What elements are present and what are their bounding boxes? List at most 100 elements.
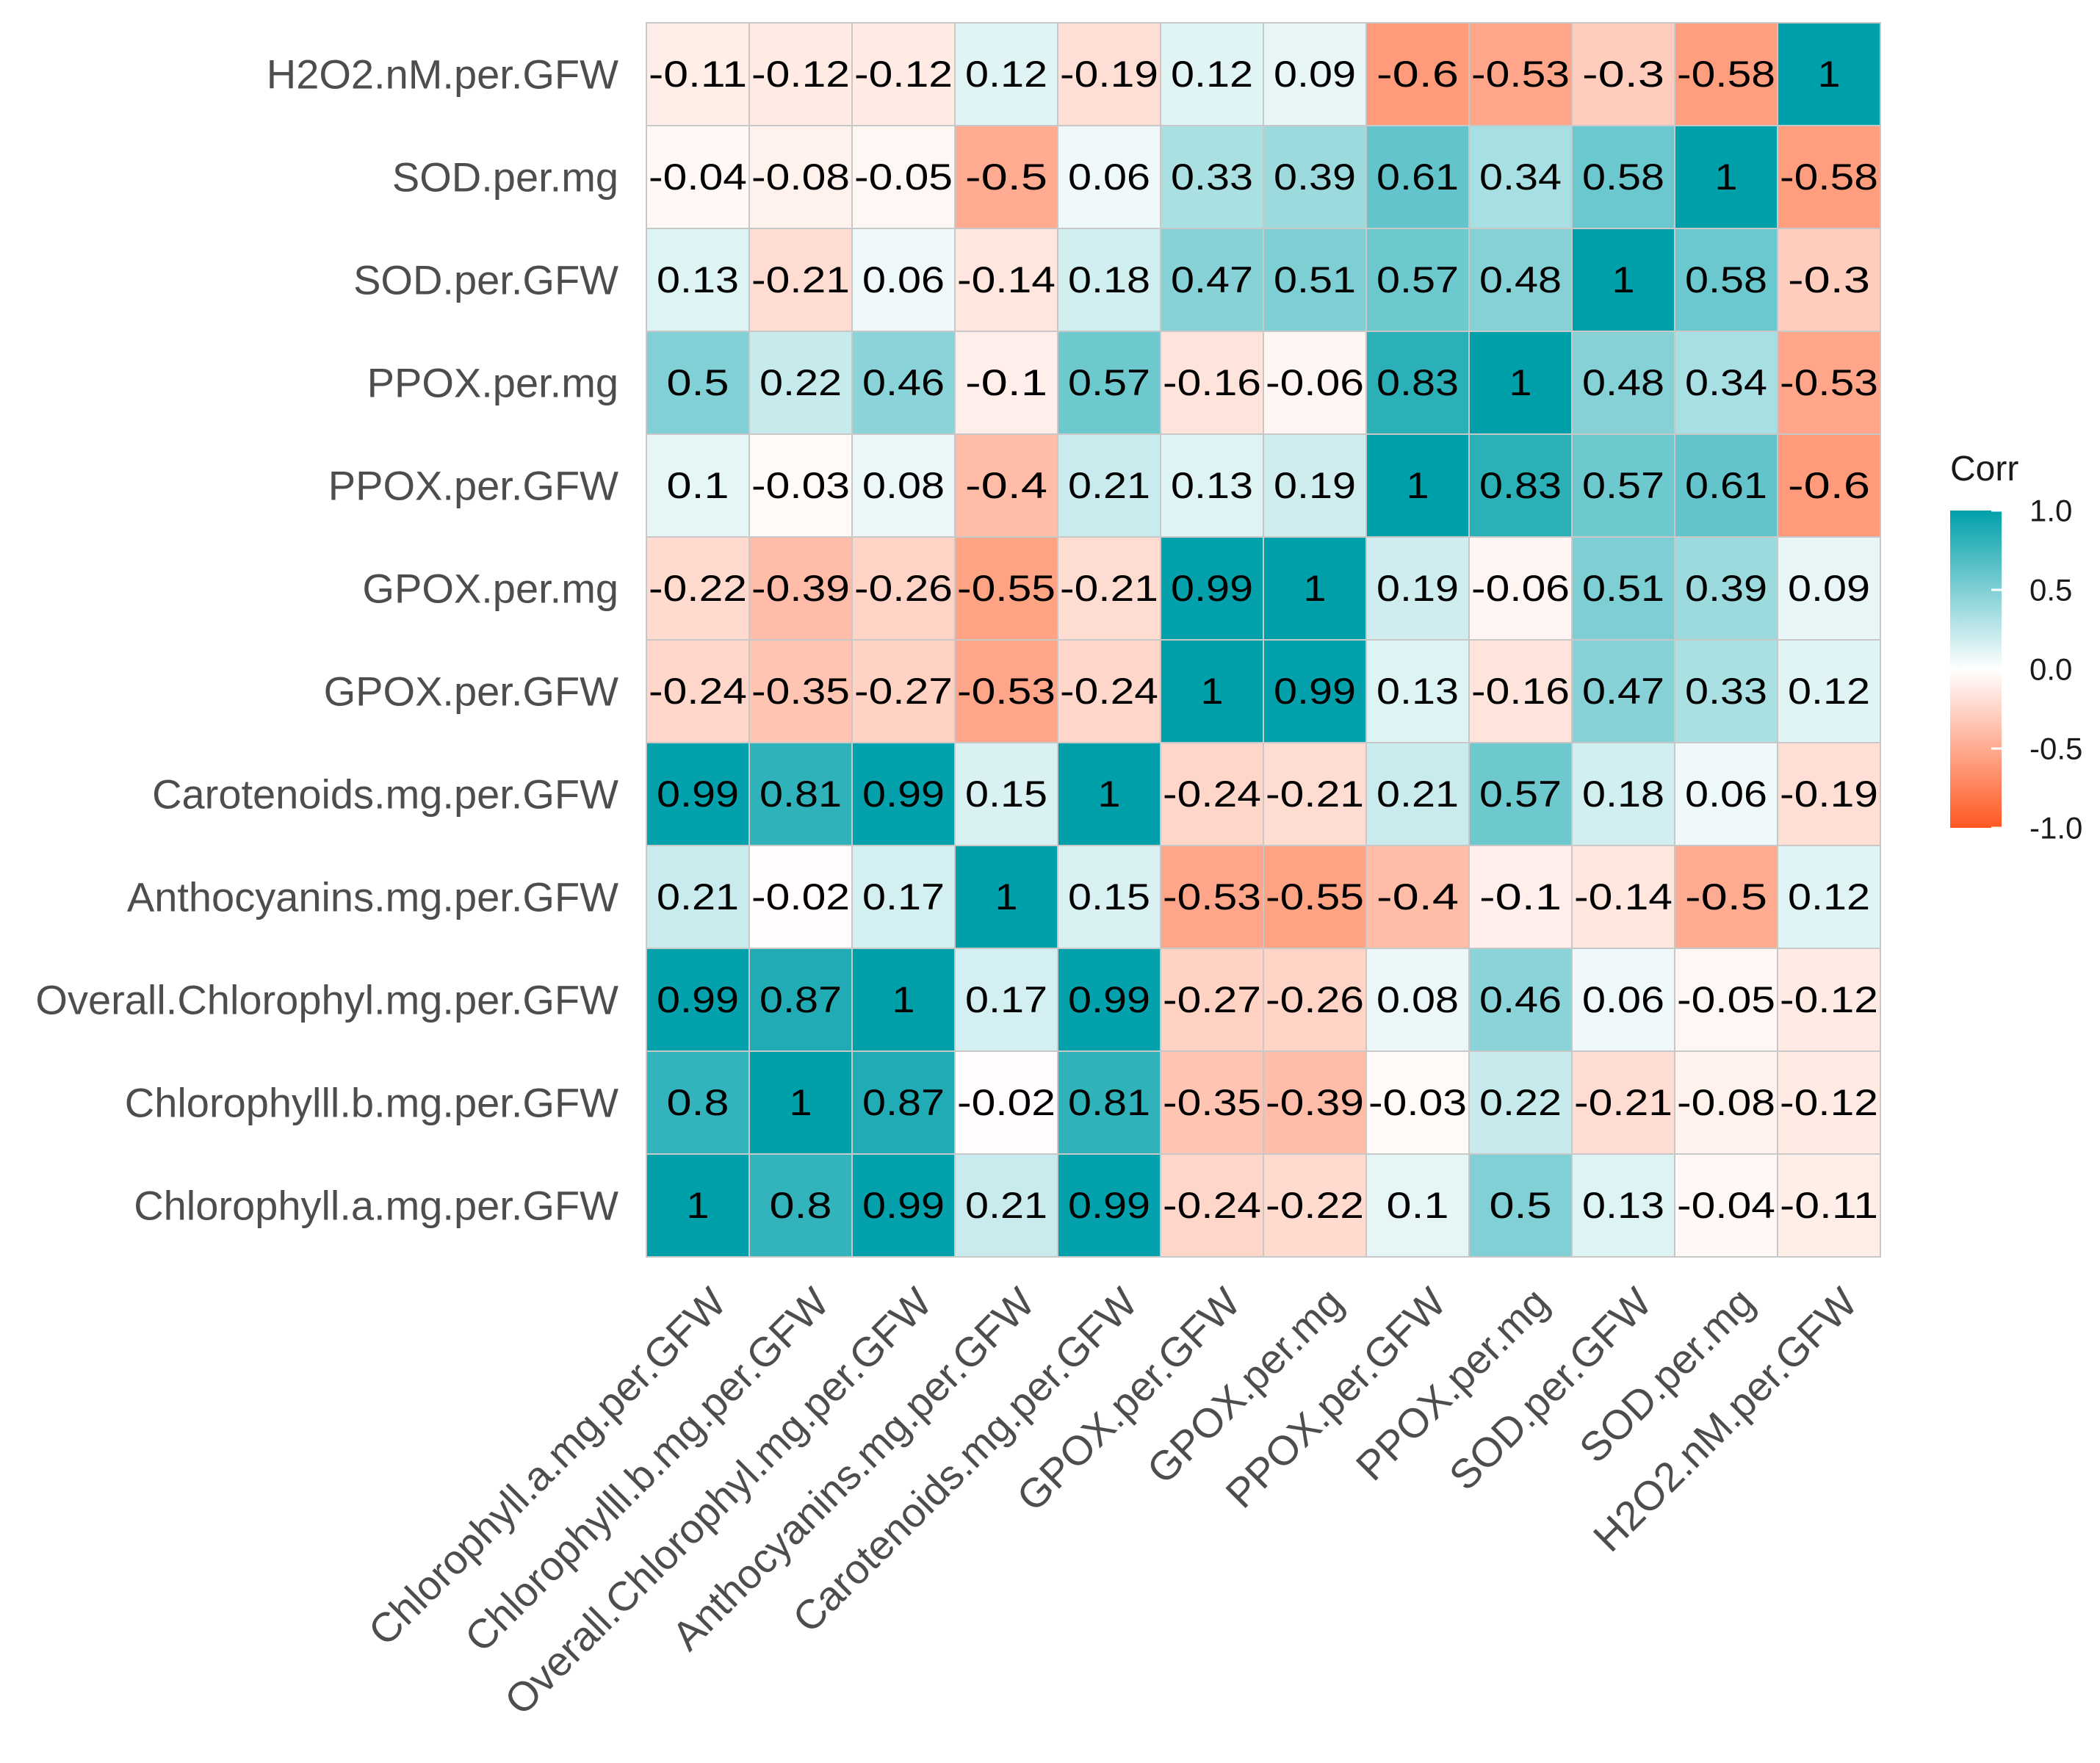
cell-value-label: 0.99: [1068, 979, 1150, 1020]
cell-value-label: 0.13: [1171, 465, 1253, 506]
cell-value-label: -0.12: [1780, 1082, 1878, 1123]
cell-value-label: -0.19: [1060, 54, 1158, 95]
heatmap-cell: [954, 125, 1058, 229]
cell-value-label: 0.48: [1582, 362, 1664, 403]
heatmap-cell: [1468, 1050, 1573, 1155]
heatmap-cell: [851, 22, 956, 126]
cell-value-label: 0.12: [965, 54, 1047, 95]
cell-value-label: -0.5: [1685, 876, 1767, 917]
heatmap-cell: [1571, 1153, 1675, 1258]
cell-value-label: 0.15: [1068, 876, 1150, 917]
cell-value-label: 0.83: [1479, 465, 1562, 506]
cell-value-label: 0.17: [965, 979, 1047, 1020]
heatmap-cell: [851, 228, 956, 332]
cell-value-label: 0.19: [1376, 568, 1459, 609]
heatmap-cell: [1365, 1050, 1470, 1155]
heatmap-cell: [1057, 1050, 1161, 1155]
legend-tick-label: -1.0: [2029, 811, 2082, 846]
cell-value-label: -0.11: [649, 54, 747, 95]
cell-value-label: 0.12: [1788, 671, 1870, 712]
cell-value-label: -0.12: [854, 54, 953, 95]
cell-value-label: 0.58: [1685, 259, 1767, 300]
cell-value-label: -0.02: [751, 876, 850, 917]
cell-value-label: 0.21: [1068, 465, 1150, 506]
cell-value-label: 0.19: [1274, 465, 1356, 506]
cell-value-label: 0.33: [1171, 156, 1253, 198]
cell-value-label: 0.99: [657, 979, 739, 1020]
cell-value-label: 0.58: [1582, 156, 1664, 198]
cell-value-label: -0.58: [1677, 54, 1775, 95]
cell-value-label: 0.5: [1490, 1185, 1552, 1226]
heatmap-cell: [1571, 433, 1675, 538]
cell-value-label: -0.24: [649, 671, 747, 712]
cell-value-label: 0.57: [1479, 774, 1562, 815]
cell-value-label: -0.1: [1479, 876, 1562, 917]
cell-value-label: 0.99: [1274, 671, 1356, 712]
cell-value-label: 0.61: [1685, 465, 1767, 506]
heatmap-cell: [1263, 433, 1367, 538]
heatmap-cell: [1674, 948, 1778, 1052]
cell-value-label: -0.4: [965, 465, 1047, 506]
heatmap-cell: [1777, 125, 1881, 229]
heatmap-cell: [1468, 1153, 1573, 1258]
cell-value-label: 0.15: [965, 774, 1047, 815]
cell-value-label: 0.99: [862, 1185, 945, 1226]
cell-value-label: 0.87: [862, 1082, 945, 1123]
cell-value-label: 1: [790, 1082, 812, 1123]
cell-value-label: 0.39: [1274, 156, 1356, 198]
cell-value-label: 0.21: [1376, 774, 1459, 815]
cell-value-label: -0.22: [649, 568, 747, 609]
cell-value-label: -0.08: [1677, 1082, 1775, 1123]
cell-value-label: 0.08: [1376, 979, 1459, 1020]
cell-value-label: 0.39: [1685, 568, 1767, 609]
cell-value-label: -0.21: [1060, 568, 1158, 609]
cell-value-label: 1: [1612, 259, 1635, 300]
cell-value-label: -0.26: [854, 568, 953, 609]
heatmap-cell: [954, 1050, 1058, 1155]
heatmap-cell: [1160, 845, 1264, 949]
cell-value-label: 1: [1304, 568, 1327, 609]
legend-tick-label: 1.0: [2029, 494, 2072, 528]
cell-value-label: 0.1: [1387, 1185, 1449, 1226]
heatmap-cell: [748, 536, 853, 641]
cell-value-label: 0.51: [1274, 259, 1356, 300]
cell-value-label: -0.4: [1376, 876, 1459, 917]
cell-value-label: 0.06: [1685, 774, 1767, 815]
heatmap-cell: [1674, 228, 1778, 332]
cell-value-label: 0.17: [862, 876, 945, 917]
heatmap-cell: [1571, 742, 1675, 846]
heatmap-cell: [1468, 742, 1573, 846]
heatmap-cell: [646, 742, 750, 846]
cell-value-label: 0.08: [862, 465, 945, 506]
heatmap-cell: [1365, 1153, 1470, 1258]
cell-value-label: 0.21: [657, 876, 739, 917]
heatmap-cell: [1571, 22, 1675, 126]
y-tick-label: H2O2.nM.per.GFW: [267, 51, 618, 98]
cell-value-label: 0.06: [1582, 979, 1664, 1020]
cell-value-label: 0.5: [667, 362, 729, 403]
heatmap-cell: [748, 845, 853, 949]
heatmap-cell: [1777, 948, 1881, 1052]
legend-tick-label: 0.5: [2029, 573, 2072, 608]
heatmap-cell: [851, 331, 956, 435]
heatmap-cell: [954, 433, 1058, 538]
cell-value-label: -0.02: [957, 1082, 1056, 1123]
cell-value-label: 0.06: [1068, 156, 1150, 198]
heatmap-cell: [954, 845, 1058, 949]
cell-value-label: 0.09: [1788, 568, 1870, 609]
heatmap-cell: [954, 536, 1058, 641]
heatmap-cell: [1263, 228, 1367, 332]
cell-value-label: 0.13: [657, 259, 739, 300]
cell-value-label: 0.61: [1376, 156, 1459, 198]
cell-value-label: -0.3: [1582, 54, 1664, 95]
cell-value-label: 0.34: [1479, 156, 1562, 198]
heatmap-cell: [646, 845, 750, 949]
y-tick-label: Chlorophyll.a.mg.per.GFW: [134, 1183, 618, 1229]
cell-value-label: 0.99: [1068, 1185, 1150, 1226]
cell-value-label: 0.1: [667, 465, 729, 506]
heatmap-cell: [1674, 742, 1778, 846]
heatmap-cell: [1468, 639, 1573, 743]
legend-title: Corr: [1950, 450, 2018, 488]
cell-value-label: 0.22: [1479, 1082, 1562, 1123]
cell-value-label: 1: [1201, 671, 1224, 712]
